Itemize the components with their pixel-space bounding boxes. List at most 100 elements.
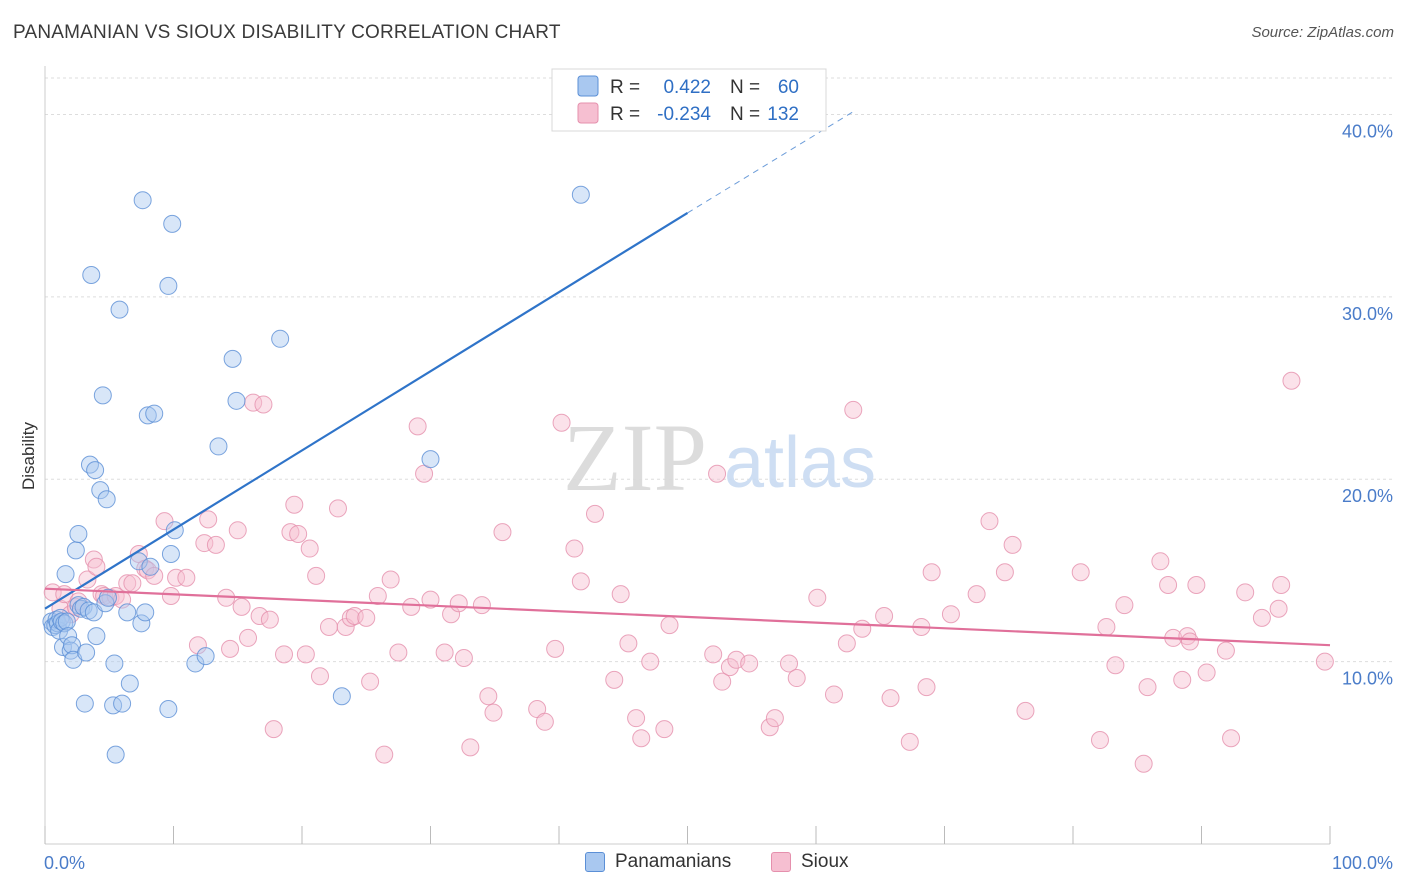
watermark: ZIP atlas [563, 404, 876, 511]
y-tick-label-3: 40.0% [1342, 121, 1393, 141]
point-pink-42 [296, 645, 315, 664]
point-pink-34 [250, 607, 269, 626]
legend-series: Panamanians Sioux [0, 851, 1406, 877]
point-blue-42 [132, 614, 151, 633]
legend-n-value-pink: 132 [767, 104, 799, 125]
source-label: Source: ZipAtlas.com [1251, 24, 1394, 41]
point-blue-39 [118, 603, 137, 622]
point-pink-85 [704, 645, 723, 664]
point-blue-38 [113, 694, 132, 713]
point-pink-97 [837, 634, 856, 653]
point-blue-27 [86, 461, 105, 480]
point-pink-36 [260, 610, 279, 629]
point-pink-8 [87, 557, 106, 576]
legend-label-sioux: Sioux [801, 851, 849, 872]
point-pink-87 [713, 672, 732, 691]
point-pink-53 [368, 586, 387, 605]
point-pink-128 [1222, 729, 1241, 748]
point-pink-92 [765, 709, 784, 728]
point-pink-47 [328, 499, 347, 518]
point-pink-106 [941, 605, 960, 624]
legend-label-panamanians: Panamanians [615, 851, 732, 872]
legend-swatch-sioux [771, 852, 791, 872]
point-blue-10 [56, 565, 75, 584]
point-pink-27 [206, 535, 225, 554]
point-pink-56 [389, 643, 408, 662]
point-pink-112 [1071, 563, 1090, 582]
point-pink-37 [264, 720, 283, 739]
point-blue-60 [421, 450, 440, 469]
legend-r-value-pink: -0.234 [657, 104, 711, 125]
point-pink-50 [345, 607, 364, 626]
point-pink-73 [552, 413, 571, 432]
point-pink-105 [922, 563, 941, 582]
point-blue-54 [196, 647, 215, 666]
point-pink-100 [875, 607, 894, 626]
point-pink-51 [357, 608, 376, 627]
point-pink-20 [155, 512, 174, 531]
point-pink-119 [1151, 552, 1170, 571]
point-blue-58 [271, 329, 290, 348]
legend-r-value-blue: 0.422 [663, 77, 711, 98]
point-blue-53 [186, 654, 205, 673]
point-pink-39 [281, 523, 300, 542]
point-pink-43 [300, 539, 319, 558]
point-pink-66 [472, 596, 491, 615]
point-blue-16 [66, 541, 85, 560]
point-pink-57 [402, 597, 421, 616]
point-pink-52 [361, 672, 380, 691]
point-pink-67 [479, 687, 498, 706]
point-pink-68 [484, 703, 503, 722]
point-pink-91 [760, 718, 779, 737]
point-blue-56 [223, 349, 242, 368]
x-tick-label-0: 0.0% [44, 853, 85, 873]
point-pink-133 [1282, 371, 1301, 390]
y-tick-label-1: 20.0% [1342, 486, 1393, 506]
point-blue-43 [133, 191, 152, 210]
panamanians-points [42, 185, 590, 764]
point-pink-109 [995, 563, 1014, 582]
point-pink-94 [787, 669, 806, 688]
point-blue-36 [106, 745, 125, 764]
point-blue-11 [57, 612, 76, 631]
trend-lines [44, 110, 1331, 647]
point-blue-40 [120, 674, 139, 693]
point-pink-6 [78, 570, 97, 589]
point-pink-63 [449, 594, 468, 613]
point-pink-113 [1090, 731, 1109, 750]
point-blue-14 [62, 636, 81, 655]
legend-swatch-blue [577, 75, 599, 97]
point-blue-12 [59, 627, 78, 646]
point-pink-131 [1269, 599, 1288, 618]
point-pink-86 [708, 464, 727, 483]
point-pink-23 [177, 568, 196, 587]
point-blue-37 [110, 300, 129, 319]
point-pink-81 [632, 729, 651, 748]
point-blue-29 [91, 481, 110, 500]
point-pink-96 [824, 685, 843, 704]
sioux-points [43, 371, 1334, 773]
point-pink-129 [1236, 583, 1255, 602]
point-pink-65 [461, 738, 480, 757]
point-blue-46 [141, 557, 160, 576]
point-pink-54 [375, 745, 394, 764]
grid-lines [45, 77, 1395, 663]
y-tick-label-2: 30.0% [1342, 304, 1393, 324]
point-blue-21 [75, 694, 94, 713]
point-pink-58 [408, 417, 427, 436]
point-pink-110 [1003, 535, 1022, 554]
trend-line-blue [44, 212, 689, 610]
point-pink-134 [1315, 652, 1334, 671]
point-blue-47 [145, 404, 164, 423]
legend-r-label-pink: R = [610, 104, 640, 125]
point-pink-99 [853, 619, 872, 638]
point-pink-25 [195, 534, 214, 553]
point-pink-32 [239, 628, 258, 647]
legend-n-label-pink: N = [730, 104, 760, 125]
point-blue-50 [161, 545, 180, 564]
point-pink-21 [161, 586, 180, 605]
point-blue-32 [97, 490, 116, 509]
legend-n-label-blue: N = [730, 77, 760, 98]
legend-r-label-blue: R = [610, 77, 640, 98]
